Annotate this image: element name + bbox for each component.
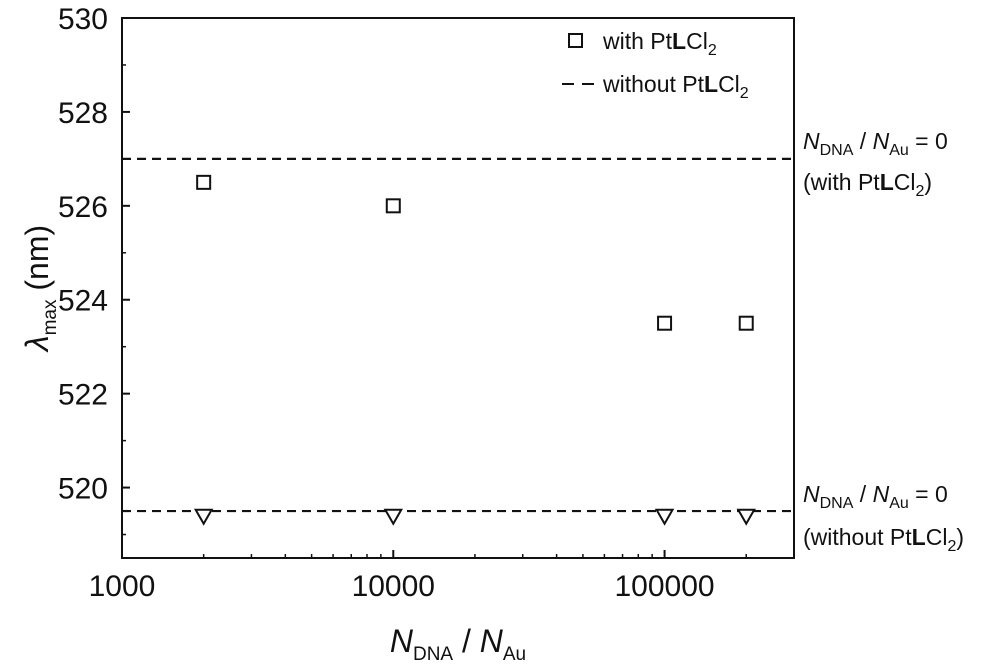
legend: with PtLCl2 without PtLCl2 bbox=[562, 28, 749, 102]
y-axis-title-symbol: λ bbox=[19, 335, 55, 353]
y-tick-label: 528 bbox=[58, 97, 108, 130]
x-axis-title-sep: / bbox=[453, 623, 480, 659]
anno-without-n2: N bbox=[873, 481, 890, 507]
annotation-without: NDNA / NAu = 0 (without PtLCl2) bbox=[803, 481, 964, 555]
legend-entry-without: without PtLCl2 bbox=[602, 71, 749, 102]
anno-without-sep: / bbox=[853, 481, 872, 507]
anno-without-eq: = 0 bbox=[909, 481, 948, 507]
anno-without-l2-pre: (without Pt bbox=[803, 524, 912, 550]
legend-without-sub: 2 bbox=[740, 85, 749, 102]
anno-with-l2-bold: L bbox=[880, 169, 894, 195]
y-axis-title: λmax (nm) bbox=[19, 225, 61, 353]
legend-without-post: Cl bbox=[718, 71, 740, 97]
anno-without-sub2: Au bbox=[889, 495, 909, 512]
data-point-triangle bbox=[654, 508, 675, 526]
data-point-square bbox=[196, 174, 212, 190]
annotation-without-line2: (without PtLCl2) bbox=[803, 524, 964, 555]
anno-with-sub2: Au bbox=[889, 142, 909, 159]
legend-with-bold: L bbox=[672, 28, 686, 54]
y-axis-ticks: 520 522 524 526 528 530 bbox=[58, 3, 130, 536]
legend-with-sub: 2 bbox=[708, 42, 717, 59]
x-axis-title-sub2: Au bbox=[503, 644, 526, 665]
data-point-triangle bbox=[736, 508, 756, 526]
anno-with-l2-pre: (with Pt bbox=[803, 169, 880, 195]
anno-with-sub1: DNA bbox=[820, 142, 854, 159]
anno-without-l2-sub: 2 bbox=[947, 538, 956, 555]
anno-with-n2: N bbox=[873, 128, 890, 154]
data-markers bbox=[193, 174, 756, 526]
anno-with-sep: / bbox=[853, 128, 872, 154]
data-point-square bbox=[657, 315, 673, 331]
x-axis-ticks: 1000 10000 100000 bbox=[89, 550, 747, 603]
y-tick-label: 526 bbox=[58, 191, 108, 224]
anno-without-l2-bold: L bbox=[912, 524, 926, 550]
y-tick-label: 524 bbox=[58, 285, 108, 318]
anno-without-sub1: DNA bbox=[820, 495, 854, 512]
annotation-with-line1: NDNA / NAu = 0 bbox=[803, 128, 948, 159]
anno-with-l2-post: Cl bbox=[894, 169, 916, 195]
anno-without-l2-post: Cl bbox=[926, 524, 948, 550]
y-tick-label: 530 bbox=[58, 3, 108, 36]
annotation-with: NDNA / NAu = 0 (with PtLCl2) bbox=[803, 128, 948, 200]
y-tick-label: 522 bbox=[58, 379, 108, 412]
legend-without-pre: without Pt bbox=[602, 71, 705, 97]
anno-with-n1: N bbox=[803, 128, 820, 154]
y-axis-title-subscript: max bbox=[40, 299, 61, 335]
x-tick-label: 10000 bbox=[352, 570, 435, 603]
data-point-triangle bbox=[383, 508, 404, 526]
legend-entry-with: with PtLCl2 bbox=[602, 28, 717, 59]
anno-with-l2-sub: 2 bbox=[915, 183, 924, 200]
y-tick-label: 520 bbox=[58, 473, 108, 506]
anno-with-eq: = 0 bbox=[909, 128, 948, 154]
legend-without-bold: L bbox=[704, 71, 718, 97]
x-axis-title-sub1: DNA bbox=[413, 644, 453, 665]
y-axis-title-unit: (nm) bbox=[19, 225, 55, 300]
x-tick-label: 1000 bbox=[89, 570, 156, 603]
anno-without-l2-end: ) bbox=[956, 524, 964, 550]
data-point-square bbox=[385, 198, 401, 214]
anno-with-l2-end: ) bbox=[924, 169, 932, 195]
x-axis-title-n2: N bbox=[480, 623, 504, 659]
plot-frame bbox=[121, 17, 795, 559]
data-point-triangle bbox=[193, 508, 214, 526]
anno-without-n1: N bbox=[803, 481, 820, 507]
x-tick-label: 100000 bbox=[615, 570, 715, 603]
data-point-square bbox=[738, 315, 754, 331]
annotation-without-line1: NDNA / NAu = 0 bbox=[803, 481, 948, 512]
annotation-with-line2: (with PtLCl2) bbox=[803, 169, 932, 200]
x-axis-title-n1: N bbox=[390, 623, 414, 659]
legend-with-post: Cl bbox=[686, 28, 708, 54]
x-axis-title: NDNA / NAu bbox=[390, 623, 526, 665]
reference-lines bbox=[122, 157, 794, 513]
legend-marker-square bbox=[568, 33, 583, 48]
legend-with-pre: with Pt bbox=[602, 28, 673, 54]
